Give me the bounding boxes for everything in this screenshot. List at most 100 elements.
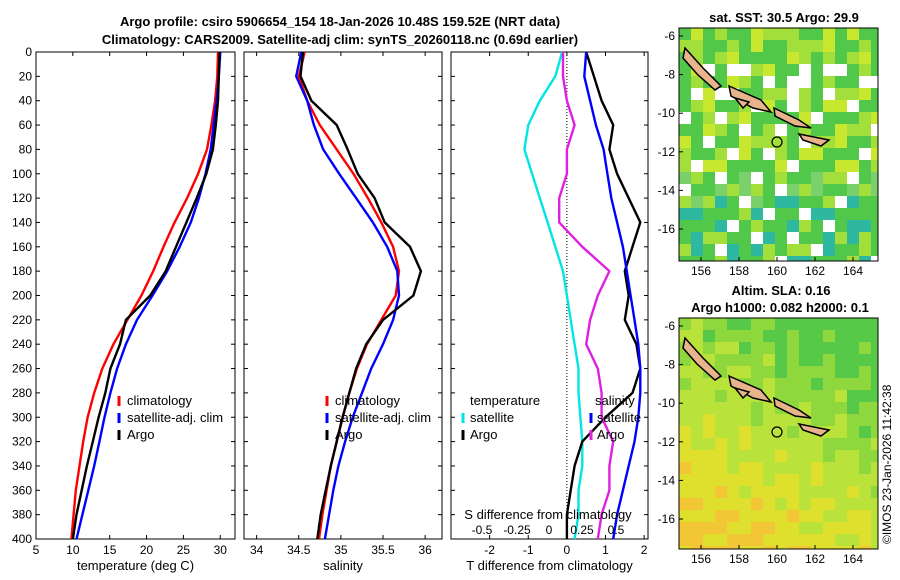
sst-map-cell — [847, 160, 859, 172]
depth-tick-label: 340 — [12, 459, 32, 473]
sst-map-frame — [678, 27, 879, 262]
sst-map-cell — [739, 52, 751, 64]
sla-map-cell — [859, 402, 871, 414]
sst-map-cell — [739, 232, 751, 244]
sst-map-cell — [679, 232, 691, 244]
sst-map-cell — [751, 196, 763, 208]
sst-map-cell — [787, 256, 799, 261]
sla-map-cell — [763, 546, 775, 549]
sla-map-cell — [871, 366, 878, 378]
sst-map-cell — [775, 88, 787, 100]
sla-map-cell — [751, 438, 763, 450]
sla-map-cell — [751, 342, 763, 354]
sla-map-cell — [811, 498, 823, 510]
sla-map-cell — [811, 462, 823, 474]
sla-map-cell — [799, 546, 811, 549]
sla-map-cell — [763, 342, 775, 354]
sla-map-cell — [775, 366, 787, 378]
sla-map-cell — [763, 486, 775, 498]
sla-map-cell — [811, 342, 823, 354]
sla-map-cell — [823, 450, 835, 462]
sla-map-cell — [859, 342, 871, 354]
sla-map-cell — [727, 486, 739, 498]
sla-map-cell — [775, 474, 787, 486]
sla-map-cell — [787, 366, 799, 378]
sst-map-cell — [787, 232, 799, 244]
imos-timestamp: ©IMOS 23-Jan-2026 11:42:38 — [880, 384, 894, 544]
sla-map-cell — [715, 522, 727, 534]
sla-map-cell — [823, 438, 835, 450]
differences-xtick-label: 2 — [641, 543, 648, 557]
sla-map-cell — [787, 414, 799, 426]
sst-map-cell — [739, 124, 751, 136]
sst-map-cell — [703, 172, 715, 184]
sst-map-cell — [763, 256, 775, 261]
sla-map-cell — [811, 510, 823, 522]
sla-map-cell — [775, 486, 787, 498]
sla-map-cell — [811, 318, 823, 330]
sst-map-cell — [691, 100, 703, 112]
sst-map-cell — [763, 160, 775, 172]
sla-map-cell — [691, 462, 703, 474]
sst-map-cell — [847, 52, 859, 64]
sst-map-cell — [859, 184, 871, 196]
sst-map-cell — [727, 40, 739, 52]
sst-map-cell — [799, 232, 811, 244]
sst-map-cell — [679, 220, 691, 232]
sst-map-cell — [823, 244, 835, 256]
sst-map-cell — [751, 160, 763, 172]
sst-map-cell — [691, 28, 703, 40]
sla-lon-tick-label: 156 — [691, 552, 711, 566]
sst-map-cell — [727, 196, 739, 208]
sst-map-cell — [835, 76, 847, 88]
sst-map-cell — [727, 184, 739, 196]
sla-map-cell — [799, 438, 811, 450]
sst-map-cell — [871, 172, 878, 184]
sla-map-cell — [787, 342, 799, 354]
sst-map-cell — [715, 232, 727, 244]
sla-map-cell — [751, 522, 763, 534]
sst-map-cell — [715, 244, 727, 256]
sst-map-cell — [775, 208, 787, 220]
sla-map-cell — [739, 342, 751, 354]
sst-map-cell — [823, 88, 835, 100]
sla-map-cell — [787, 462, 799, 474]
sst-map-cell — [727, 52, 739, 64]
sst-map-cell — [727, 160, 739, 172]
sst-map-cell — [715, 256, 727, 261]
sst-map-cell — [811, 196, 823, 208]
sla-map-cell — [679, 318, 691, 330]
sst-lon-tick-label: 156 — [691, 264, 711, 278]
sst-map-cell — [679, 136, 691, 148]
sla-map-cell — [679, 402, 691, 414]
salinity-diff-tick-label: 0 — [546, 523, 553, 537]
sla-map-cell — [859, 522, 871, 534]
sst-map-cell — [775, 172, 787, 184]
sla-map-cell — [775, 510, 787, 522]
sla-map-cell — [799, 498, 811, 510]
sla-map-cell — [751, 366, 763, 378]
sla-map-cell — [799, 354, 811, 366]
sla-map-cell — [727, 390, 739, 402]
sla-map-cell — [847, 462, 859, 474]
sla-map-cell — [787, 354, 799, 366]
sla-map-cell — [787, 510, 799, 522]
temperature-xlabel: temperature (deg C) — [77, 558, 194, 573]
sla-map-cell — [775, 342, 787, 354]
sla-map-cell — [787, 318, 799, 330]
sla-map-cell — [739, 522, 751, 534]
sst-map-cell — [763, 64, 775, 76]
sla-map-cell — [775, 378, 787, 390]
sla-map-cell — [835, 546, 847, 549]
sst-map-cell — [691, 220, 703, 232]
sst-map-cell — [703, 88, 715, 100]
sst-map-cell — [763, 220, 775, 232]
sst-map-cell — [715, 88, 727, 100]
sla-map-cell — [739, 330, 751, 342]
sla-map-cell — [691, 414, 703, 426]
sla-map-cell — [691, 474, 703, 486]
sla-map-cell — [823, 546, 835, 549]
sla-map-cell — [703, 522, 715, 534]
sla-map-cell — [727, 342, 739, 354]
sla-map-cell — [799, 390, 811, 402]
